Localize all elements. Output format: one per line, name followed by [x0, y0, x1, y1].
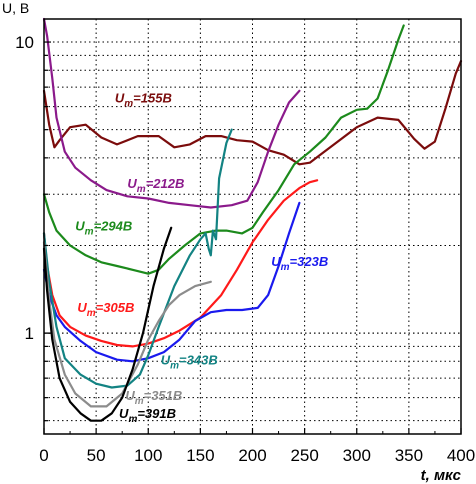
series-label-um-212b: Um=212B [127, 176, 184, 195]
x-tick-label: 150 [186, 446, 214, 465]
series-label-um-351b: Um=351B [125, 388, 182, 407]
series-label-um-305b: Um=305B [77, 300, 134, 319]
series-label-um-155b: Um=155B [115, 90, 172, 109]
series-line-um-155b [42, 59, 463, 166]
series-line-um-323b [42, 201, 301, 363]
series-line-um-212b [42, 17, 301, 209]
series-lines [42, 17, 463, 422]
series-line-um-305b [42, 179, 319, 348]
y-tick-label: 1 [25, 324, 34, 343]
x-tick-label: 50 [87, 446, 106, 465]
x-tick-label: 300 [343, 446, 371, 465]
x-tick-label: 250 [290, 446, 318, 465]
y-axis-label: U, B [2, 0, 29, 16]
tick-labels: 0 50 100 150 200 250 300 350 400 1 10 [15, 33, 475, 465]
series-label-um-323b: Um=323B [271, 254, 328, 273]
series-label-um-391b: Um=391B [119, 406, 176, 425]
series-label-um-343b: Um=343B [161, 352, 218, 371]
x-tick-label: 400 [447, 446, 475, 465]
x-axis-label: t, мкс [421, 467, 462, 484]
series-line-um-294b [42, 24, 405, 275]
series-line-um-351b [42, 241, 212, 408]
series-annotations: Um=155B Um=212B Um=294B Um=305B Um=323B Um=34… [75, 90, 328, 425]
x-tick-label: 350 [395, 446, 423, 465]
x-tick-label: 200 [238, 446, 266, 465]
series-line-um-343b [42, 128, 233, 389]
series-line-um-391b [42, 226, 173, 422]
axis-ticks [43, 41, 462, 434]
x-tick-label: 0 [39, 446, 48, 465]
series-label-um-294b: Um=294B [75, 219, 132, 238]
y-tick-label: 10 [15, 33, 34, 52]
x-tick-label: 100 [134, 446, 162, 465]
